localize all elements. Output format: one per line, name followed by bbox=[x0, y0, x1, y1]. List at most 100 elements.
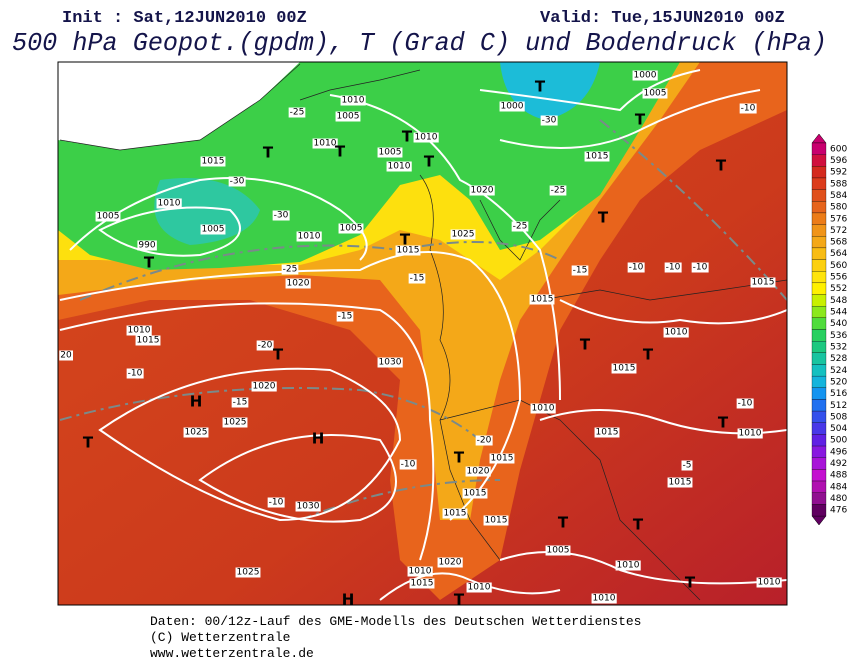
isoline-label: 1000 bbox=[501, 102, 524, 112]
pressure-center: T bbox=[273, 346, 284, 364]
map-label: 1005 bbox=[545, 545, 571, 556]
colorbar-swatch bbox=[811, 317, 827, 330]
label-box bbox=[59, 350, 73, 361]
colorbar-swatch bbox=[811, 294, 827, 307]
isoline-label: -15 bbox=[573, 266, 588, 276]
map-label: 1015 bbox=[594, 427, 620, 438]
map-label: 1025 bbox=[183, 427, 209, 438]
label-box bbox=[681, 460, 693, 471]
isoline-label: 1010 bbox=[298, 232, 321, 242]
colorbar-label: 484 bbox=[830, 482, 847, 492]
map-label: 1010 bbox=[466, 582, 492, 593]
label-box bbox=[737, 428, 763, 439]
isoline-label: 1010 bbox=[593, 594, 616, 604]
map-label: T bbox=[718, 414, 729, 432]
label-box bbox=[228, 176, 246, 187]
label-box bbox=[335, 111, 361, 122]
colorbar-label: 524 bbox=[830, 366, 847, 376]
map-label: 1015 bbox=[462, 488, 488, 499]
map-label: T bbox=[633, 516, 644, 534]
map-label: T bbox=[716, 157, 727, 175]
map-label: -20 bbox=[475, 435, 493, 446]
isoline-label: 990 bbox=[138, 241, 155, 251]
label-box bbox=[571, 265, 589, 276]
colorbar-label: 500 bbox=[830, 436, 847, 446]
colorbar-label: 592 bbox=[830, 168, 847, 178]
label-box bbox=[336, 311, 354, 322]
label-box bbox=[483, 515, 509, 526]
label-box bbox=[377, 147, 403, 158]
colorbar-swatch bbox=[811, 306, 827, 318]
map-label: T bbox=[273, 346, 284, 364]
map-label: T bbox=[402, 128, 413, 146]
map-label: -25 bbox=[549, 185, 567, 196]
map-label: 1010 bbox=[312, 138, 338, 149]
colorbar-label: 564 bbox=[830, 249, 847, 259]
map-label: 1020 bbox=[437, 557, 463, 568]
map-label: 1015 bbox=[750, 277, 776, 288]
map-label: -25 bbox=[288, 107, 306, 118]
colorbar-label: 588 bbox=[830, 179, 847, 189]
label-box bbox=[200, 156, 226, 167]
isoline-label: -15 bbox=[233, 398, 248, 408]
map-label: -10 bbox=[664, 262, 682, 273]
label-box bbox=[632, 70, 658, 81]
colorbar-swatch bbox=[811, 259, 827, 272]
colorbar-swatch bbox=[811, 457, 827, 470]
isoline-label: 20 bbox=[60, 351, 72, 361]
map-label: 1010 bbox=[530, 403, 556, 414]
colorbar-swatch bbox=[811, 504, 827, 517]
isoline-label: 1015 bbox=[202, 157, 225, 167]
isoline-label: 1010 bbox=[665, 328, 688, 338]
map-label: 1005 bbox=[377, 147, 403, 158]
pressure-center: T bbox=[83, 434, 94, 452]
colorbar-swatch bbox=[811, 142, 827, 155]
label-box bbox=[462, 488, 488, 499]
isoline-label: -30 bbox=[230, 177, 245, 187]
isoline-label: 1005 bbox=[547, 546, 570, 556]
isoline-label: 1015 bbox=[444, 509, 467, 519]
label-box bbox=[642, 88, 668, 99]
isoline-label: 1025 bbox=[237, 568, 260, 578]
map-label: -30 bbox=[228, 176, 246, 187]
colorbar-label: 488 bbox=[830, 471, 847, 481]
label-box bbox=[465, 466, 491, 477]
isoline-label: 1030 bbox=[297, 502, 320, 512]
pressure-center: H bbox=[342, 591, 355, 609]
label-box bbox=[756, 577, 782, 588]
map-label: -10 bbox=[399, 459, 417, 470]
map-label: T bbox=[685, 574, 696, 592]
isoline-label: -30 bbox=[274, 211, 289, 221]
pressure-center: H bbox=[312, 430, 325, 448]
map-label: 1015 bbox=[584, 151, 610, 162]
colorbar-label: 512 bbox=[830, 401, 847, 411]
isoline-label: 1020 bbox=[287, 279, 310, 289]
label-box bbox=[530, 403, 556, 414]
map-label: 1020 bbox=[251, 381, 277, 392]
isoline-label: 1030 bbox=[379, 358, 402, 368]
map-label: 1010 bbox=[386, 161, 412, 172]
label-box bbox=[386, 161, 412, 172]
label-box bbox=[295, 501, 321, 512]
isoline-label: 1015 bbox=[596, 428, 619, 438]
label-box bbox=[126, 325, 152, 336]
colorbar-label: 540 bbox=[830, 319, 847, 329]
isoline-label: -10 bbox=[666, 263, 681, 273]
colorbar-swatch bbox=[811, 177, 827, 190]
isoline-label: 1010 bbox=[617, 561, 640, 571]
map-label: 1015 bbox=[200, 156, 226, 167]
map-label: -15 bbox=[231, 397, 249, 408]
isoline-label: -10 bbox=[741, 104, 756, 114]
isoline-label: 1010 bbox=[128, 326, 151, 336]
label-box bbox=[466, 582, 492, 593]
label-box bbox=[691, 262, 709, 273]
colorbar-swatch bbox=[811, 434, 827, 447]
isoline-label: 1010 bbox=[739, 429, 762, 439]
map-label: -15 bbox=[336, 311, 354, 322]
label-box bbox=[499, 101, 525, 112]
map-label: T bbox=[535, 78, 546, 96]
isoline-label: 1005 bbox=[202, 225, 225, 235]
colorbar-label: 520 bbox=[830, 377, 847, 387]
isoline-label: 1005 bbox=[379, 148, 402, 158]
label-box bbox=[450, 229, 476, 240]
